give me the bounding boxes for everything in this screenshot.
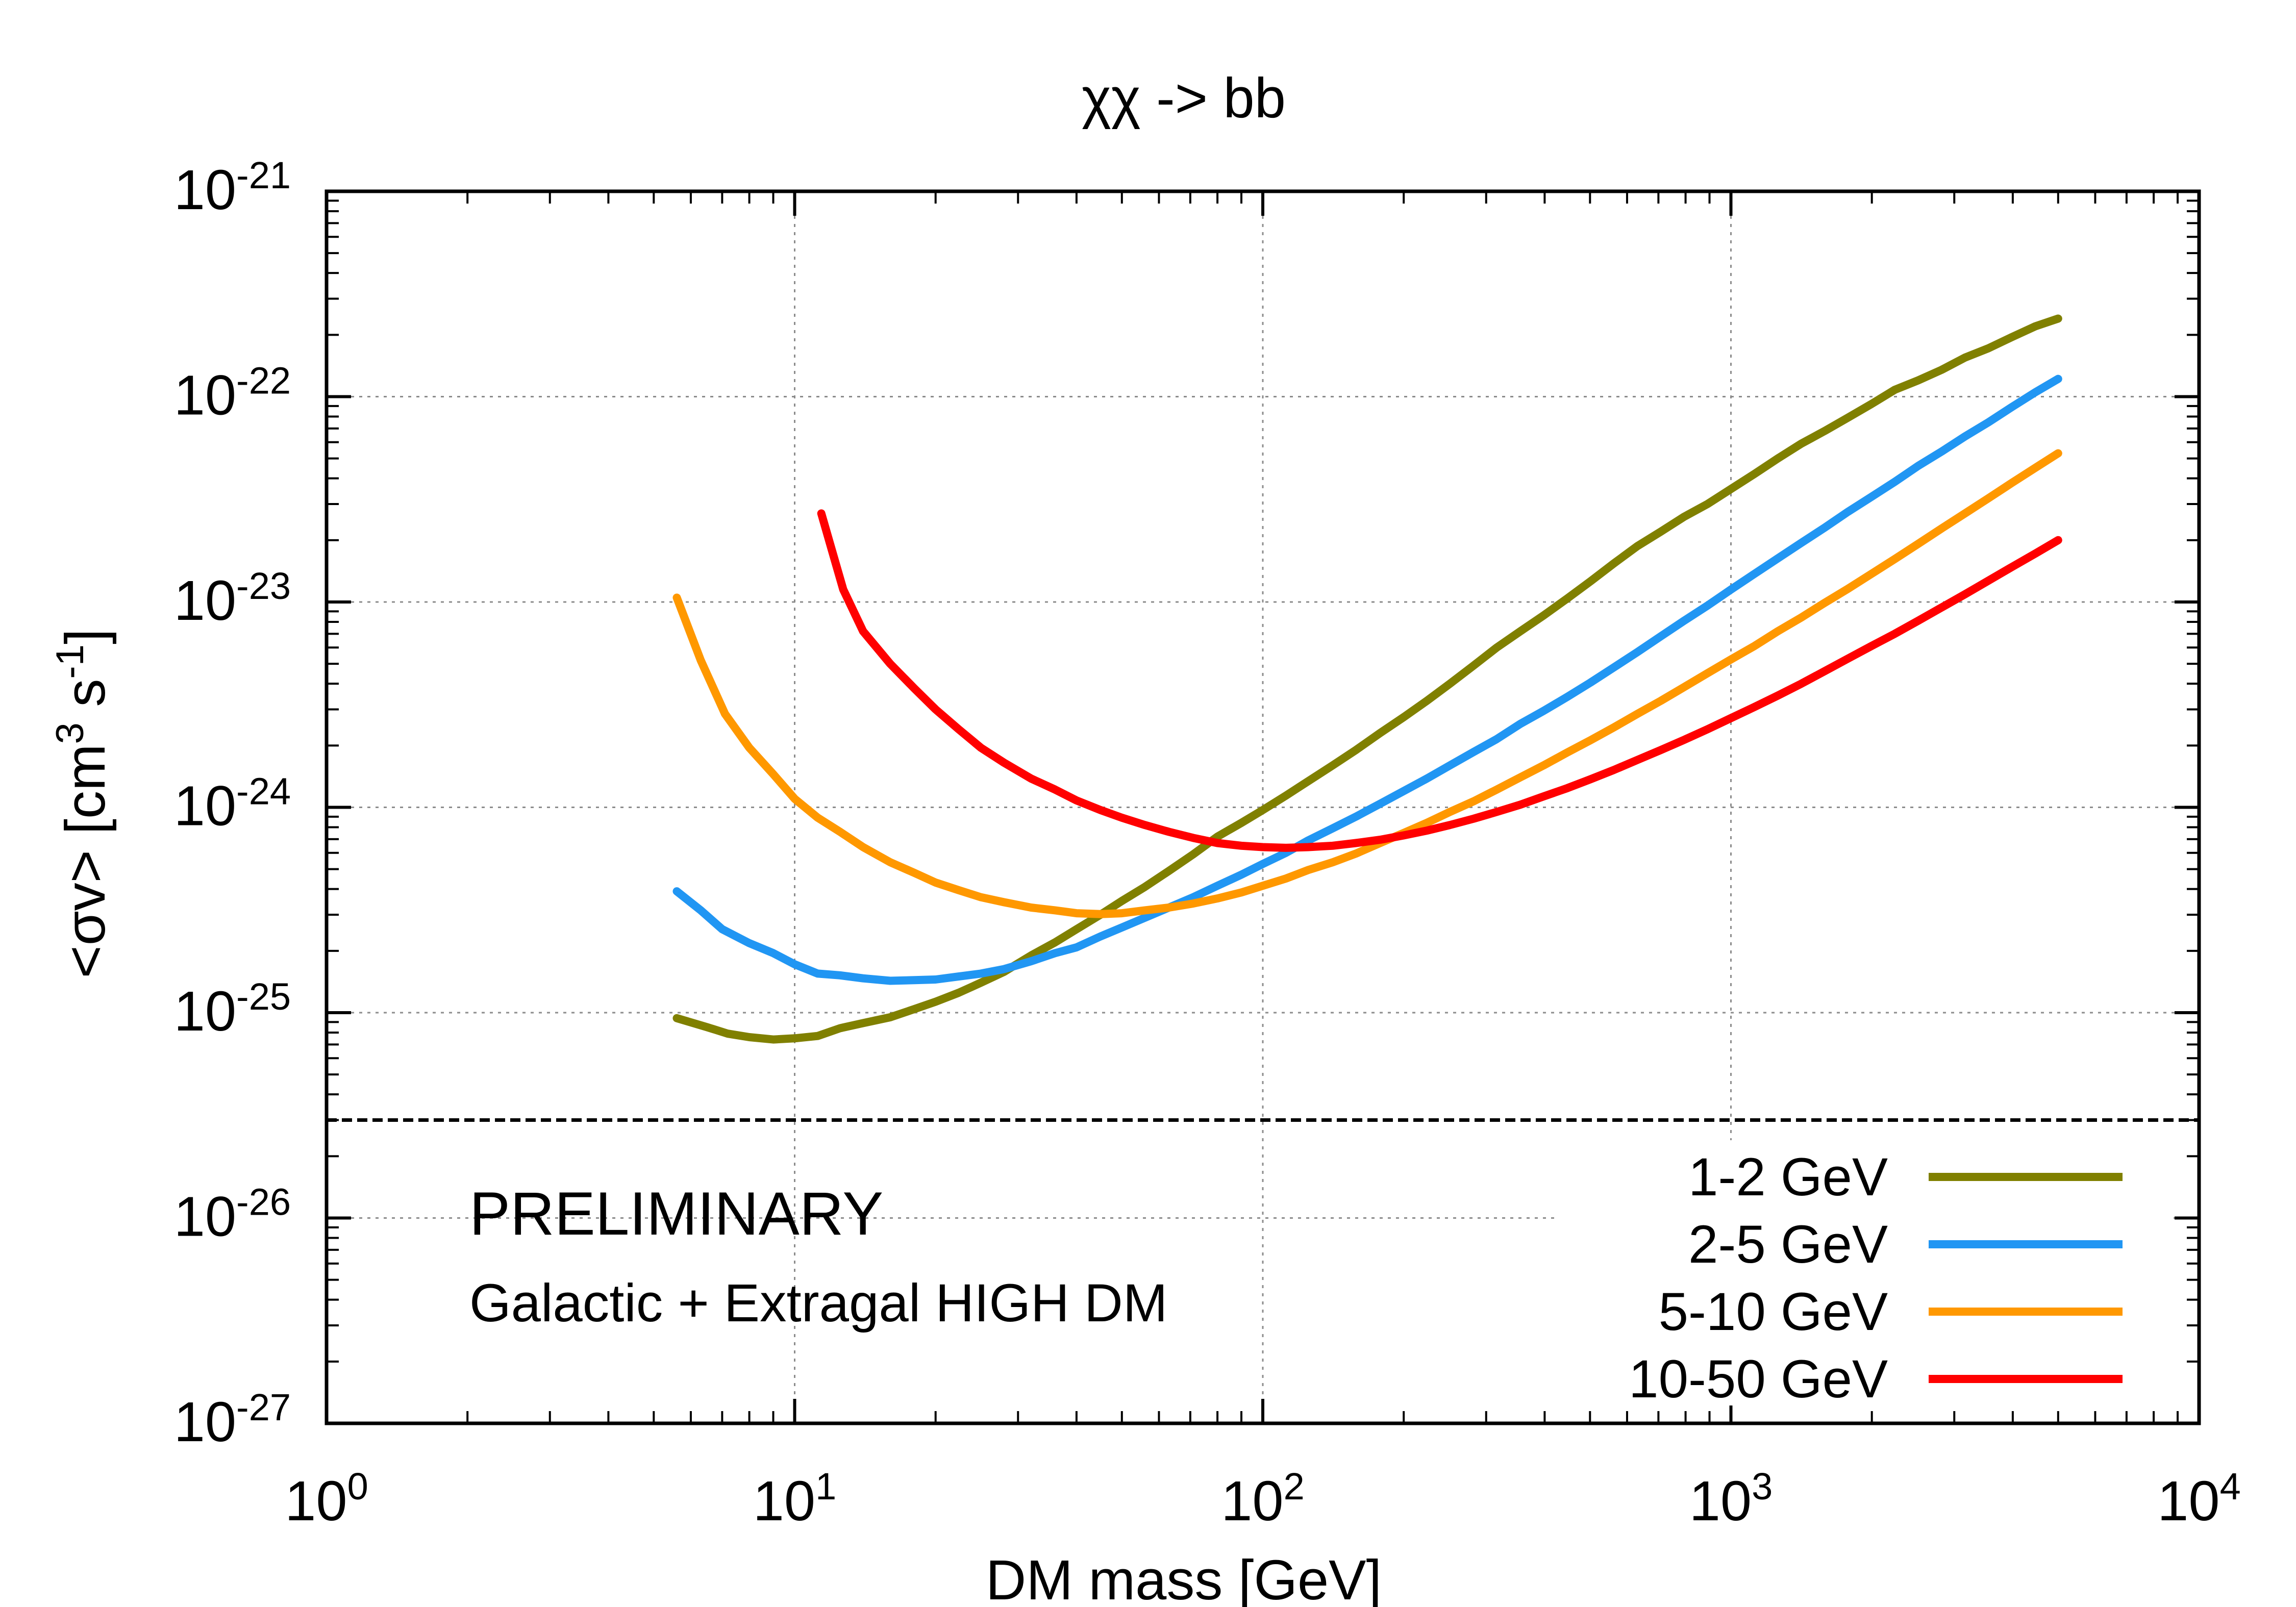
y-tick-label-base: 10 — [174, 159, 236, 221]
y-tick-label: 10-25 — [174, 975, 291, 1043]
x-tick-label: 102 — [1221, 1465, 1305, 1533]
y-tick-label-base: 10 — [174, 569, 236, 632]
legend-box — [1556, 1140, 2174, 1405]
x-tick-label-base: 10 — [285, 1470, 347, 1533]
x-tick-label: 104 — [2157, 1465, 2241, 1533]
preliminary-annotation: PRELIMINARY — [469, 1179, 883, 1248]
dataset-annotation: Galactic + Extragal HIGH DM — [469, 1273, 1167, 1333]
x-tick-label-base: 10 — [1689, 1470, 1752, 1533]
x-tick-label-base: 10 — [753, 1470, 815, 1533]
y-axis-label-middle: s — [54, 679, 117, 723]
chart-title: χχ -> bb — [1082, 67, 1286, 130]
y-tick-label-exp: -26 — [236, 1181, 291, 1223]
y-tick-label: 10-22 — [174, 359, 291, 427]
y-tick-label-exp: -23 — [236, 565, 291, 607]
legend-label: 5-10 GeV — [1659, 1282, 1888, 1342]
x-tick-label-exp: 4 — [2220, 1465, 2241, 1508]
y-axis-label-suffix: ] — [54, 629, 117, 644]
series-line-3 — [672, 449, 2062, 918]
y-tick-label-exp: -21 — [236, 154, 291, 196]
legend-label: 10-50 GeV — [1629, 1349, 1888, 1409]
series-line-4 — [817, 509, 2062, 852]
y-axis-label-exp1: 3 — [48, 722, 92, 744]
y-axis-label-prefix: <σv> [cm — [54, 744, 117, 978]
legend-label: 1-2 GeV — [1688, 1147, 1888, 1207]
x-tick-label-exp: 3 — [1752, 1465, 1773, 1508]
y-tick-label: 10-26 — [174, 1181, 291, 1248]
series-line-1 — [672, 314, 2062, 1044]
y-tick-label: 10-24 — [174, 770, 291, 838]
x-tick-label-exp: 2 — [1284, 1465, 1305, 1508]
y-tick-label-exp: -27 — [236, 1386, 291, 1428]
y-tick-label-base: 10 — [174, 1186, 236, 1248]
y-tick-label: 10-23 — [174, 565, 291, 633]
y-tick-label-exp: -24 — [236, 770, 291, 812]
y-axis-label: <σv> [cm3 s-1] — [48, 629, 117, 978]
x-tick-label-base: 10 — [1221, 1470, 1283, 1533]
y-axis-label-exp2: -1 — [48, 644, 92, 679]
y-tick-label-base: 10 — [174, 980, 236, 1043]
x-axis-label: DM mass [GeV] — [986, 1549, 1382, 1607]
x-tick-label-base: 10 — [2157, 1470, 2219, 1533]
series-layer — [672, 314, 2062, 1044]
x-tick-label-exp: 0 — [347, 1465, 368, 1508]
plot-frame — [325, 189, 2201, 1425]
series-line-2 — [672, 374, 2062, 985]
legend: 1-2 GeV 2-5 GeV 5-10 GeV 10-50 GeV — [1556, 1140, 2174, 1409]
y-tick-label: 10-21 — [174, 154, 291, 222]
y-tick-label-base: 10 — [174, 775, 236, 838]
x-tick-label: 101 — [753, 1465, 837, 1533]
legend-label: 2-5 GeV — [1688, 1215, 1888, 1274]
x-tick-label-layer: 100 101 102 103 104 — [285, 1465, 2241, 1533]
y-tick-label-base: 10 — [174, 1391, 236, 1453]
y-tick-label: 10-27 — [174, 1386, 291, 1454]
x-tick-label-exp: 1 — [815, 1465, 836, 1508]
y-tick-label-base: 10 — [174, 364, 236, 427]
y-tick-label-exp: -22 — [236, 359, 291, 401]
y-tick-label-exp: -25 — [236, 975, 291, 1018]
x-tick-label: 103 — [1689, 1465, 1773, 1533]
x-tick-label: 100 — [285, 1465, 368, 1533]
